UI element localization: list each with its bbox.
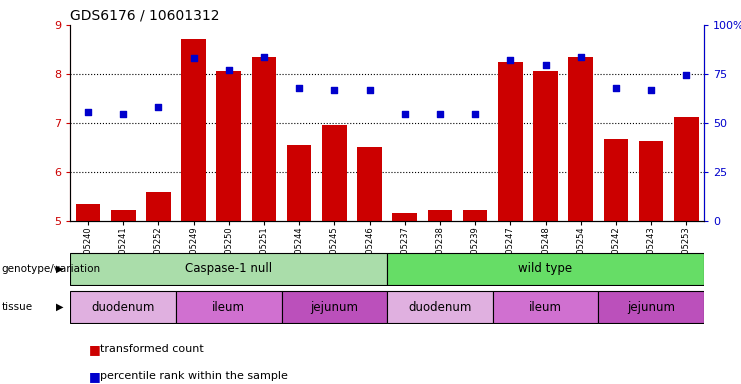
Text: GDS6176 / 10601312: GDS6176 / 10601312 (70, 8, 220, 22)
Bar (70, 291, 176, 323)
Text: wild type: wild type (519, 262, 573, 275)
Point (187, 55, 199, 61)
Bar (534, 71, 558, 221)
Bar (493, 291, 598, 323)
Bar (282, 291, 387, 323)
Text: tissue: tissue (1, 302, 33, 312)
Point (258, 54, 270, 60)
Bar (387, 291, 493, 323)
Text: ■: ■ (89, 370, 101, 383)
Bar (387, 253, 704, 285)
Point (610, 84, 622, 91)
Bar (428, 210, 452, 221)
Point (293, 84, 305, 91)
Bar (598, 291, 704, 323)
Bar (252, 57, 276, 221)
Point (364, 86, 376, 93)
Bar (568, 57, 593, 221)
Point (645, 86, 657, 93)
Point (575, 54, 587, 60)
Bar (498, 62, 522, 221)
Point (505, 57, 516, 63)
Bar (393, 214, 417, 221)
Text: jejunum: jejunum (310, 301, 359, 314)
Bar (639, 141, 663, 221)
Bar (463, 210, 488, 221)
Text: ileum: ileum (212, 301, 245, 314)
Bar (176, 291, 282, 323)
Bar (322, 125, 347, 221)
Point (680, 72, 692, 78)
Point (399, 111, 411, 117)
Bar (674, 117, 699, 221)
Text: ▶: ▶ (56, 302, 63, 312)
Point (539, 62, 551, 68)
Bar (70, 253, 387, 285)
Bar (357, 147, 382, 221)
Bar (76, 204, 100, 221)
Bar (146, 192, 170, 221)
Bar (604, 139, 628, 221)
Text: ■: ■ (89, 343, 101, 356)
Text: ileum: ileum (529, 301, 562, 314)
Point (223, 67, 235, 73)
Text: ▶: ▶ (56, 264, 63, 274)
Bar (111, 210, 136, 221)
Text: transformed count: transformed count (100, 344, 204, 354)
Bar (287, 145, 311, 221)
Point (153, 104, 165, 110)
Point (434, 111, 446, 117)
Point (469, 111, 481, 117)
Bar (182, 39, 206, 221)
Text: jejunum: jejunum (627, 301, 675, 314)
Text: duodenum: duodenum (91, 301, 155, 314)
Text: Caspase-1 null: Caspase-1 null (185, 262, 273, 275)
Point (328, 86, 340, 93)
Point (117, 111, 129, 117)
Text: duodenum: duodenum (408, 301, 472, 314)
Text: percentile rank within the sample: percentile rank within the sample (100, 371, 288, 381)
Bar (216, 71, 241, 221)
Point (82, 109, 94, 115)
Text: genotype/variation: genotype/variation (1, 264, 101, 274)
